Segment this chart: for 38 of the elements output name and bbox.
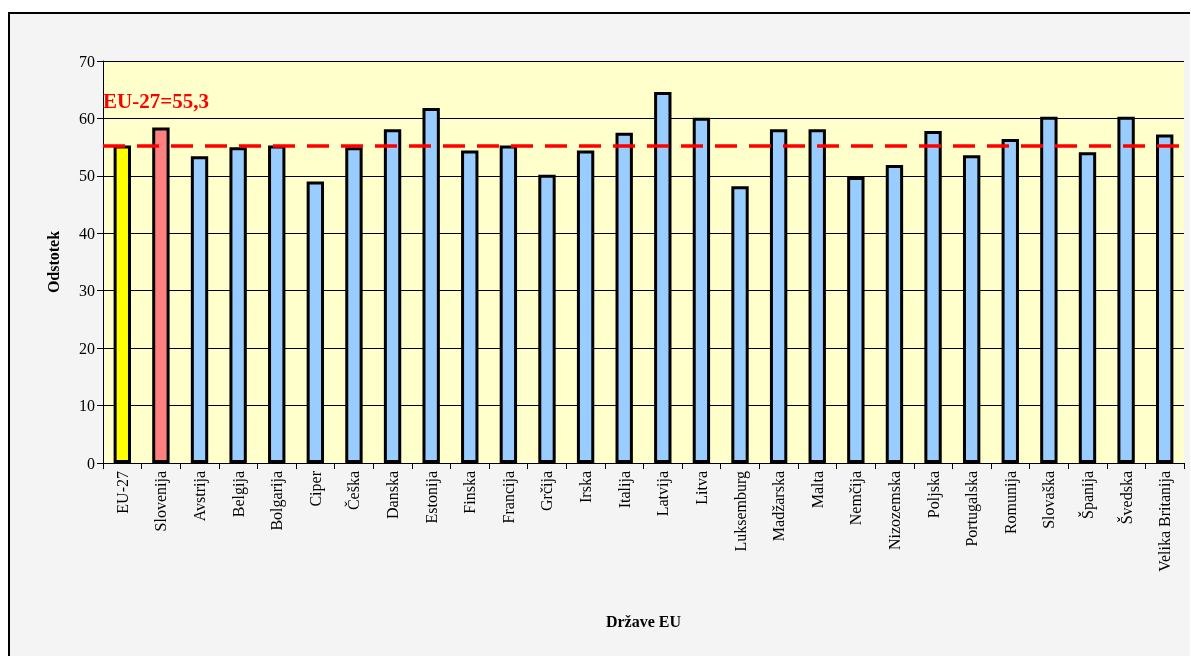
y-tick-label: 20 xyxy=(79,339,95,357)
x-tick-label: Francija xyxy=(499,471,518,524)
y-tick-label: 40 xyxy=(79,224,95,242)
x-tick-label: Slovaška xyxy=(1040,471,1058,529)
x-tick-label: Grčija xyxy=(538,471,557,511)
x-tick-label: Estonija xyxy=(422,471,441,524)
x-tick-label: Švedska xyxy=(1116,471,1135,525)
x-tick-label: Ciper xyxy=(306,470,325,507)
x-tick-label: Velika Britanija xyxy=(1156,471,1175,572)
x-tick-label: Madžarska xyxy=(770,471,788,542)
x-tick-label: Češka xyxy=(344,471,363,511)
x-axis-title: Države EU xyxy=(605,612,682,630)
y-tick-label: 70 xyxy=(79,52,95,70)
x-tick-label: Romunija xyxy=(1001,471,1020,535)
x-tick-label: Latvija xyxy=(654,471,673,517)
x-tick-label: Malta xyxy=(808,471,826,509)
x-tick-label: Španija xyxy=(1077,471,1097,519)
x-tick-label: Nizozemska xyxy=(885,471,903,551)
y-tick-label: 60 xyxy=(79,109,95,127)
x-tick-label: Nemčija xyxy=(847,471,866,526)
y-tick-label: 10 xyxy=(79,397,95,415)
x-tick-label: Portugalska xyxy=(963,471,982,547)
x-tick-label: Poljska xyxy=(924,471,943,519)
x-tick-label: EU-27 xyxy=(113,471,131,514)
y-axis-title: Odstotek xyxy=(44,230,62,294)
x-tick-label: Finska xyxy=(461,471,479,514)
y-tick-label: 50 xyxy=(79,167,95,185)
x-tick-label: Italija xyxy=(615,471,634,509)
x-tick-label: Luksemburg xyxy=(731,471,750,552)
x-tick-label: Belgija xyxy=(229,471,248,518)
x-tick-label: Avstrija xyxy=(191,471,210,522)
x-tick-label: Irska xyxy=(577,471,595,503)
x-tick-label: Litva xyxy=(692,471,710,505)
y-tick-label: 0 xyxy=(87,454,95,472)
x-tick-label: Danska xyxy=(384,471,402,519)
y-tick-label: 30 xyxy=(79,282,95,300)
x-tick-label: Bolgarija xyxy=(268,471,287,531)
x-tick-label: Slovenija xyxy=(152,471,171,532)
